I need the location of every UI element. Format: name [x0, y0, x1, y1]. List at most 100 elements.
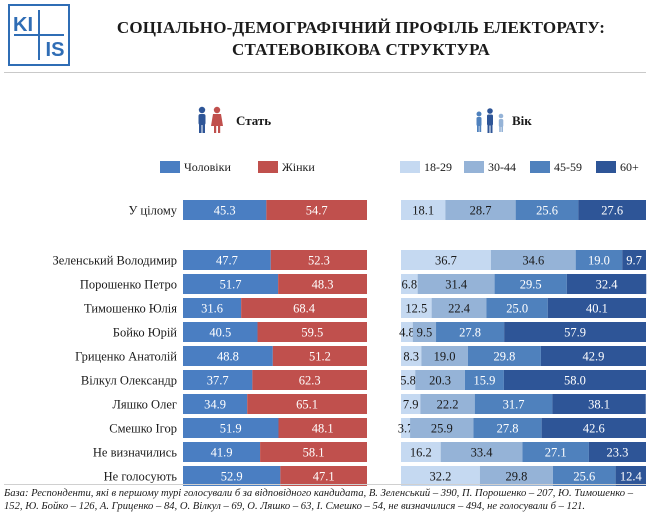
age-bar-60plus	[578, 200, 646, 220]
age-bar-45-59	[575, 250, 623, 270]
gender-icon	[198, 106, 223, 133]
page-title-line1: СОЦІАЛЬНО-ДЕМОГРАФІЧНИЙ ПРОФІЛЬ ЕЛЕКТОРА…	[116, 18, 606, 37]
age-bar-30-44	[415, 370, 465, 390]
age-data-label: 32.4	[596, 278, 619, 292]
age-data-label: 31.4	[445, 278, 468, 292]
age-bar-45-59	[467, 346, 541, 366]
age-bar-30-44	[421, 346, 468, 366]
gender-bar-women	[260, 442, 367, 462]
gender-data-label: 62.3	[299, 374, 321, 388]
gender-section-title: Стать	[236, 113, 272, 128]
legend-swatch-age-18-29	[400, 161, 420, 173]
gender-data-label: 34.9	[204, 398, 226, 412]
legend-item-age-18-29: 18-29	[400, 159, 452, 175]
age-data-label: 23.3	[607, 446, 629, 460]
gender-bar-women	[280, 466, 367, 486]
gender-data-label: 54.7	[306, 204, 328, 218]
age-data-label: 12.5	[405, 302, 427, 316]
age-bar-18-29	[401, 442, 441, 462]
age-bar-30-44	[410, 418, 474, 438]
age-data-label: 25.0	[506, 302, 528, 316]
age-data-label: 29.8	[493, 350, 515, 364]
age-bar-60plus	[547, 298, 646, 318]
gender-bar-men	[183, 322, 258, 342]
age-data-label: 25.9	[431, 422, 453, 436]
age-bar-18-29	[401, 322, 413, 342]
age-bar-30-44	[417, 274, 495, 294]
logo-text-bottom: IS	[46, 39, 65, 61]
category-label: Не визначились	[93, 446, 177, 460]
age-data-label: 58.0	[564, 374, 586, 388]
gender-bar-women	[252, 370, 367, 390]
legend-item-age-30-44: 30-44	[464, 159, 516, 175]
age-bar-30-44	[445, 200, 516, 220]
legend-item-age-45-59: 45-59	[530, 159, 582, 175]
age-bar-30-44	[440, 442, 523, 462]
age-data-label: 25.6	[536, 204, 558, 218]
legend-item-women: Жінки	[258, 159, 315, 175]
legend-swatch-age-45-59	[530, 161, 550, 173]
category-label: У цілому	[128, 204, 177, 218]
age-data-label: 9.5	[417, 326, 433, 340]
gender-bar-women	[270, 250, 367, 270]
gender-bar-men	[183, 346, 273, 366]
age-data-label: 38.1	[588, 398, 610, 412]
gender-data-label: 48.8	[217, 350, 239, 364]
gender-bar-men	[183, 370, 253, 390]
age-data-label: 31.7	[503, 398, 525, 412]
gender-bar-men	[183, 442, 261, 462]
age-data-label: 57.9	[564, 326, 586, 340]
gender-data-label: 51.9	[220, 422, 242, 436]
gender-bar-men	[183, 200, 267, 220]
footnote-divider	[4, 484, 646, 485]
gender-bar-men	[183, 466, 281, 486]
legend-swatch-age-60	[596, 161, 616, 173]
age-data-label: 27.8	[497, 422, 519, 436]
gender-bar-women	[278, 274, 367, 294]
legend-label-age-18-29: 18-29	[424, 159, 452, 174]
category-label: Порошенко Петро	[80, 278, 177, 292]
category-label: Ляшко Олег	[112, 398, 177, 412]
age-bar-18-29	[401, 466, 480, 486]
age-bar-18-29	[401, 394, 421, 414]
age-bar-30-44	[420, 394, 475, 414]
gender-data-label: 47.1	[313, 470, 335, 484]
age-data-label: 3.7	[398, 422, 414, 436]
gender-bar-women	[241, 298, 367, 318]
age-data-label: 19.0	[434, 350, 456, 364]
age-data-label: 25.6	[573, 470, 595, 484]
age-bar-45-59	[494, 274, 567, 294]
age-data-label: 18.1	[412, 204, 434, 218]
age-bar-18-29	[401, 250, 491, 270]
age-bar-45-59	[436, 322, 505, 342]
gender-data-label: 68.4	[293, 302, 316, 316]
legend-label-men: Чоловіки	[184, 159, 231, 174]
age-bar-60plus	[503, 370, 646, 390]
footnote: База: Респонденти, які в першому турі го…	[4, 488, 634, 512]
category-label: Тимошенко Юлія	[84, 302, 177, 316]
legend-swatch-women	[258, 161, 278, 173]
age-bar-18-29	[401, 274, 418, 294]
age-data-label: 22.2	[437, 398, 459, 412]
age-data-label: 40.1	[586, 302, 608, 316]
age-data-label: 22.4	[448, 302, 471, 316]
gender-bar-women	[257, 322, 367, 342]
gender-data-label: 41.9	[211, 446, 233, 460]
age-bar-30-44	[490, 250, 576, 270]
age-data-label: 42.6	[583, 422, 605, 436]
legend-swatch-age-30-44	[464, 161, 484, 173]
gender-bar-men	[183, 274, 279, 294]
age-data-label: 5.8	[400, 374, 416, 388]
category-label: Вілкул Олександр	[81, 374, 177, 388]
gender-data-label: 48.1	[312, 422, 334, 436]
category-label: Не голосують	[104, 470, 178, 484]
age-data-label: 16.2	[410, 446, 432, 460]
age-data-label: 7.9	[403, 398, 419, 412]
age-data-label: 12.4	[620, 470, 643, 484]
gender-data-label: 51.2	[309, 350, 331, 364]
category-label: Зеленський Володимир	[52, 254, 177, 268]
age-bar-45-59	[486, 298, 548, 318]
gender-bar-men	[183, 394, 248, 414]
age-data-label: 33.4	[471, 446, 494, 460]
